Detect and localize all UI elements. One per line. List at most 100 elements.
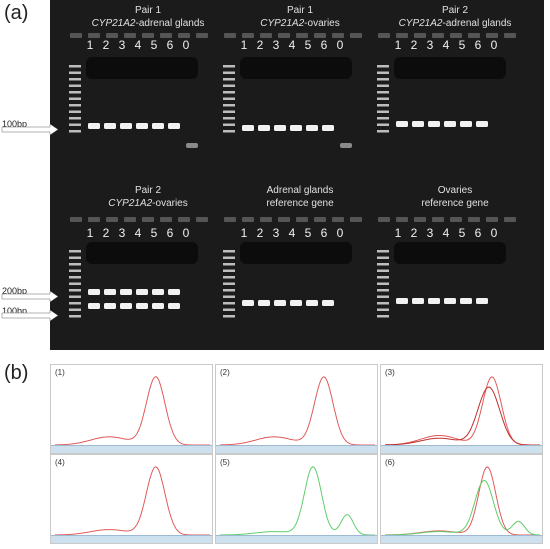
- ladder-band: [377, 256, 389, 259]
- sample-band: [152, 303, 164, 309]
- melt-curve-2: [220, 376, 375, 446]
- sample-band: [152, 289, 164, 295]
- ladder-band: [223, 302, 235, 305]
- sample-band: [396, 298, 408, 304]
- ladder-band: [377, 65, 389, 68]
- sample-band: [428, 121, 440, 127]
- ladder-band: [69, 123, 81, 126]
- melt-curve-1: [55, 376, 210, 446]
- sample-band: [88, 289, 100, 295]
- sample-band: [136, 303, 148, 309]
- gel-well: [350, 217, 362, 222]
- axis-bar: [381, 445, 542, 453]
- ladder-band: [223, 130, 235, 133]
- melt-curve-5: [219, 465, 375, 536]
- ladder-band: [377, 289, 389, 292]
- axis-bar: [51, 535, 212, 543]
- sample-band: [274, 125, 286, 131]
- sample-band: [412, 298, 424, 304]
- gel-well: [378, 217, 390, 222]
- gel-well: [314, 217, 326, 222]
- ladder-band: [69, 315, 81, 318]
- gel-well: [242, 217, 254, 222]
- ladder-band: [69, 263, 81, 266]
- sample-band: [104, 303, 116, 309]
- sample-band: [258, 125, 270, 131]
- gel-well: [70, 33, 82, 38]
- gel-well: [196, 33, 208, 38]
- sample-band: [306, 125, 318, 131]
- gel-dark-region: [86, 57, 198, 79]
- negative-control-band: [340, 143, 352, 148]
- ladder-band: [69, 302, 81, 305]
- gel-well: [88, 33, 100, 38]
- ladder-band: [69, 269, 81, 272]
- negative-control-band: [186, 143, 198, 148]
- gel-well: [224, 217, 236, 222]
- gel-dark-region: [240, 242, 352, 264]
- gel-well: [124, 217, 136, 222]
- gel-well: [242, 33, 254, 38]
- ladder-band: [69, 71, 81, 74]
- gel-well: [278, 217, 290, 222]
- arrow-icon: [1, 309, 59, 322]
- sample-band: [322, 125, 334, 131]
- sample-band: [88, 303, 100, 309]
- melt-panel-4: (4): [50, 454, 213, 544]
- ladder-band: [377, 123, 389, 126]
- sample-band: [444, 298, 456, 304]
- melt-panel-1: (1): [50, 364, 213, 454]
- ladder-band: [69, 65, 81, 68]
- ladder-band: [223, 117, 235, 120]
- ladder-band: [223, 65, 235, 68]
- gel-well: [106, 33, 118, 38]
- gel-title-2: Pair 1 CYP21A2-ovaries: [260, 5, 340, 29]
- ladder-band: [69, 104, 81, 107]
- gel-well: [486, 33, 498, 38]
- gel-well: [178, 217, 190, 222]
- ladder-band: [223, 282, 235, 285]
- gel-well: [468, 217, 480, 222]
- melt-curve-line: [219, 465, 375, 536]
- melt-panel-label: (5): [220, 458, 230, 467]
- ladder-band: [69, 97, 81, 100]
- ladder-band: [223, 315, 235, 318]
- ladder-band: [377, 97, 389, 100]
- panel-a-label: (a): [4, 2, 29, 24]
- gel-title-3: Pair 2 CYP21A2-adrenal glands: [398, 5, 512, 29]
- gel-well: [260, 33, 272, 38]
- sample-band: [428, 298, 440, 304]
- sample-band: [104, 289, 116, 295]
- sample-band: [396, 121, 408, 127]
- sample-band: [258, 300, 270, 306]
- ladder-band: [377, 110, 389, 113]
- sample-band: [306, 300, 318, 306]
- gel-image: Pair 1 CYP21A2-adrenal glands Pair 1 CYP…: [50, 0, 544, 350]
- gel-well: [450, 217, 462, 222]
- ladder-band: [69, 130, 81, 133]
- panel-b-label: (b): [4, 362, 29, 384]
- gel-well: [142, 217, 154, 222]
- sample-band: [274, 300, 286, 306]
- ladder-band: [223, 110, 235, 113]
- sample-band: [168, 303, 180, 309]
- gel-well: [278, 33, 290, 38]
- marker-arrows: [1, 123, 59, 322]
- gel-dark-region: [86, 242, 198, 264]
- sample-band: [460, 298, 472, 304]
- ladder-band: [223, 71, 235, 74]
- sample-band: [242, 300, 254, 306]
- gel-well: [224, 33, 236, 38]
- sample-band: [168, 123, 180, 129]
- gel-well: [196, 217, 208, 222]
- melt-panel-label: (6): [385, 458, 395, 467]
- gel-dark-region: [394, 242, 506, 264]
- melt-curve-line: [55, 376, 210, 446]
- ladder-band: [69, 78, 81, 81]
- ladder-band: [223, 295, 235, 298]
- ladder-band: [377, 117, 389, 120]
- ladder-band: [223, 91, 235, 94]
- melt-panel-label: (2): [220, 368, 230, 377]
